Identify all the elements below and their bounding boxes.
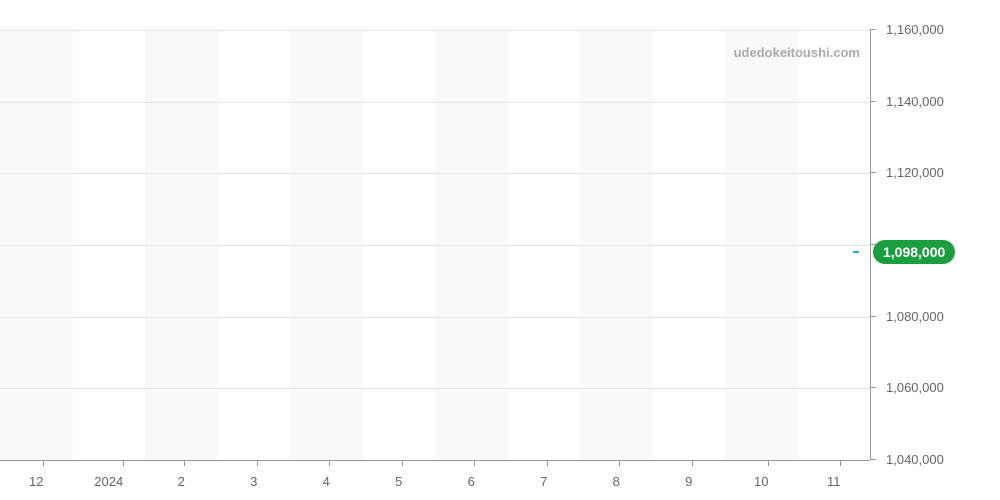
y-tick-label: 1,060,000: [886, 380, 944, 395]
data-marker: [853, 251, 859, 253]
y-tick: 1,060,000: [870, 380, 944, 395]
y-tick: 1,140,000: [870, 94, 944, 109]
x-tick-mark: [692, 460, 693, 466]
x-tick: 9: [689, 460, 696, 489]
y-tick: 1,040,000: [870, 452, 944, 467]
x-tick: 3: [254, 460, 261, 489]
x-tick-label: 10: [754, 474, 768, 489]
x-tick-label: 12: [29, 474, 43, 489]
grid-line: [0, 102, 870, 103]
y-tick-label: 1,140,000: [886, 94, 944, 109]
grid-line: [0, 245, 870, 246]
x-tick-mark: [768, 460, 769, 466]
x-tick-mark: [402, 460, 403, 466]
x-tick-label: 8: [613, 474, 620, 489]
y-tick-mark: [870, 172, 876, 173]
x-tick-mark: [123, 460, 124, 466]
x-tick: 4: [326, 460, 333, 489]
y-tick: 1,080,000: [870, 309, 944, 324]
x-tick-mark: [474, 460, 475, 466]
y-tick-mark: [870, 101, 876, 102]
x-tick-label: 4: [323, 474, 330, 489]
price-badge: 1,098,000: [873, 240, 955, 264]
grid-line: [0, 388, 870, 389]
x-tick: 11: [834, 460, 848, 489]
x-tick-mark: [184, 460, 185, 466]
x-tick: 8: [616, 460, 623, 489]
x-tick-mark: [547, 460, 548, 466]
y-tick: 1,120,000: [870, 165, 944, 180]
plot-area: [0, 30, 870, 460]
x-tick-label: 7: [540, 474, 547, 489]
x-tick-mark: [619, 460, 620, 466]
watermark: udedokeitoushi.com: [734, 45, 860, 60]
x-tick-label: 2024: [94, 474, 123, 489]
y-tick-mark: [870, 316, 876, 317]
price-chart: 1,040,0001,060,0001,080,0001,100,0001,12…: [0, 0, 1000, 500]
y-tick-mark: [870, 459, 876, 460]
y-tick-mark: [870, 387, 876, 388]
x-tick-label: 6: [468, 474, 475, 489]
x-tick-mark: [329, 460, 330, 466]
x-tick-mark: [840, 460, 841, 466]
y-tick-mark: [870, 29, 876, 30]
y-tick-label: 1,160,000: [886, 22, 944, 37]
x-tick: 2: [181, 460, 188, 489]
grid-line: [0, 317, 870, 318]
x-tick: 10: [761, 460, 775, 489]
y-tick-label: 1,040,000: [886, 452, 944, 467]
x-tick: 7: [544, 460, 551, 489]
x-tick-label: 9: [685, 474, 692, 489]
grid-line: [0, 173, 870, 174]
y-tick-label: 1,080,000: [886, 309, 944, 324]
x-tick-mark: [257, 460, 258, 466]
x-tick: 2024: [109, 460, 138, 489]
x-tick: 6: [471, 460, 478, 489]
y-tick: 1,160,000: [870, 22, 944, 37]
grid-line: [0, 30, 870, 31]
x-tick-mark: [43, 460, 44, 466]
x-tick: 5: [399, 460, 406, 489]
x-tick-label: 2: [178, 474, 185, 489]
x-tick: 12: [36, 460, 50, 489]
x-tick-label: 5: [395, 474, 402, 489]
y-tick-label: 1,120,000: [886, 165, 944, 180]
x-axis: 12 2024 2 3 4 5 6 7 8 9 10 11: [0, 460, 870, 500]
x-tick-label: 11: [827, 474, 841, 489]
x-tick-label: 3: [250, 474, 257, 489]
